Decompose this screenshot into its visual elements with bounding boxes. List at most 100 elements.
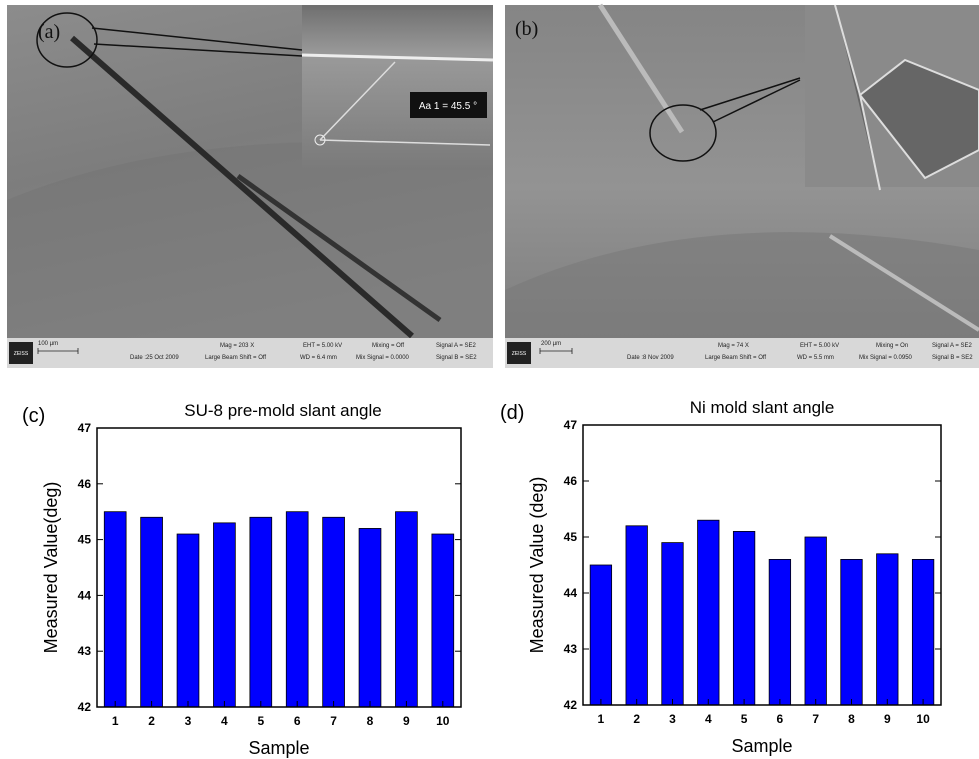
bar bbox=[876, 553, 899, 706]
info-text: EHT = 5.00 kV bbox=[800, 343, 839, 349]
x-tick-label: 6 bbox=[294, 714, 301, 728]
inset bbox=[302, 5, 493, 170]
callout-line bbox=[712, 79, 801, 123]
bar bbox=[249, 516, 273, 708]
bar bbox=[804, 536, 827, 706]
measurement: Aa 1 = 45.5 ° bbox=[419, 101, 477, 112]
info-text: Large Beam Shift = Off bbox=[705, 355, 766, 361]
bar bbox=[661, 542, 684, 706]
bar bbox=[176, 533, 200, 708]
fiber bbox=[597, 3, 685, 134]
y-tick-label: 46 bbox=[564, 474, 578, 488]
info-text: Date :8 Nov 2009 bbox=[627, 355, 674, 361]
info-text: Large Beam Shift = Off bbox=[205, 355, 266, 361]
y-tick-label: 42 bbox=[78, 700, 92, 714]
panel-label: (c) bbox=[22, 405, 45, 427]
y-tick-label: 43 bbox=[78, 644, 92, 658]
x-tick-label: 5 bbox=[741, 712, 748, 726]
chart-title: Ni mold slant angle bbox=[690, 398, 835, 417]
x-tick-label: 1 bbox=[598, 712, 605, 726]
panel-label: (d) bbox=[500, 402, 524, 424]
info-text: Mixing = On bbox=[876, 343, 908, 349]
info-text: Signal B = SE2 bbox=[436, 355, 477, 361]
chart-title: SU-8 pre-mold slant angle bbox=[184, 401, 381, 420]
x-tick-label: 4 bbox=[221, 714, 228, 728]
sem-image-b: (b) ZEISS 200 µm Date :8 Nov 2009 Mag = … bbox=[505, 3, 979, 368]
info-text: WD = 5.5 mm bbox=[797, 355, 834, 361]
x-tick-label: 3 bbox=[669, 712, 676, 726]
y-tick-label: 47 bbox=[78, 421, 92, 435]
sem-shading bbox=[7, 141, 493, 338]
scale-bar bbox=[539, 348, 573, 354]
bar bbox=[395, 511, 418, 708]
bar bbox=[431, 533, 455, 708]
info-bar bbox=[505, 338, 979, 368]
fiber bbox=[236, 173, 442, 323]
angle-vertex bbox=[314, 134, 326, 146]
x-tick-label: 8 bbox=[367, 714, 374, 728]
y-tick-label: 43 bbox=[564, 642, 578, 656]
callout-line bbox=[93, 43, 303, 57]
sem-image-a: Aa 1 = 45.5 ° (a) ZEISS 100 µm Date :25 … bbox=[7, 5, 494, 368]
inset-edge bbox=[301, 53, 494, 62]
x-tick-label: 10 bbox=[436, 714, 450, 728]
brand: ZEISS bbox=[512, 351, 527, 357]
measurement-box bbox=[410, 92, 487, 118]
info-text: Mixing = Off bbox=[372, 343, 404, 349]
y-tick-label: 45 bbox=[564, 530, 578, 544]
panel-label: (a) bbox=[38, 21, 60, 43]
callout-line bbox=[699, 77, 801, 111]
y-axis-label: Measured Value(deg) bbox=[41, 482, 61, 654]
bar bbox=[625, 525, 648, 706]
info-text: Signal B = SE2 bbox=[932, 355, 973, 361]
info-text: Mag = 74 X bbox=[718, 343, 749, 349]
x-tick-label: 10 bbox=[916, 712, 930, 726]
x-tick-label: 1 bbox=[112, 714, 119, 728]
angle-lines bbox=[319, 61, 491, 146]
callout-circle bbox=[36, 12, 98, 68]
plot-frame bbox=[582, 424, 942, 706]
charts: (c) SU-8 pre-mold slant angle Sample Measur… bbox=[22, 398, 942, 758]
x-tick-label: 3 bbox=[185, 714, 192, 728]
scale-bar bbox=[37, 348, 79, 354]
y-tick-label: 47 bbox=[564, 418, 578, 432]
logo bbox=[507, 342, 531, 364]
scale-bar-label: 200 µm bbox=[541, 341, 561, 347]
bar bbox=[322, 516, 345, 708]
bar bbox=[768, 559, 792, 706]
callout-line bbox=[91, 27, 303, 51]
info-text: Mix Signal = 0.0000 bbox=[356, 355, 410, 361]
x-tick-label: 7 bbox=[330, 714, 337, 728]
fiber bbox=[828, 234, 979, 332]
bar bbox=[213, 522, 236, 708]
scale-bar-label: 100 µm bbox=[38, 341, 58, 347]
bar bbox=[285, 511, 309, 708]
y-tick-label: 42 bbox=[564, 698, 578, 712]
bar bbox=[589, 564, 613, 706]
bar bbox=[358, 528, 382, 708]
info-text: Signal A = SE2 bbox=[436, 343, 477, 349]
inset-structure bbox=[834, 4, 979, 191]
bar bbox=[840, 559, 863, 706]
x-tick-label: 5 bbox=[257, 714, 264, 728]
bar bbox=[911, 559, 935, 706]
x-tick-label: 8 bbox=[848, 712, 855, 726]
y-tick-label: 44 bbox=[564, 586, 578, 600]
y-axis-label: Measured Value (deg) bbox=[527, 477, 547, 654]
x-tick-label: 9 bbox=[403, 714, 410, 728]
panel-label: (b) bbox=[515, 18, 538, 40]
x-tick-label: 2 bbox=[148, 714, 155, 728]
y-tick-label: 44 bbox=[78, 588, 92, 602]
x-axis-label: Sample bbox=[731, 736, 792, 756]
brand: ZEISS bbox=[14, 351, 29, 357]
logo bbox=[9, 342, 33, 364]
info-text: Mix Signal = 0.0950 bbox=[859, 355, 913, 361]
info-text: Date :25 Oct 2009 bbox=[130, 355, 179, 361]
info-text: Mag = 203 X bbox=[220, 343, 254, 349]
bar bbox=[140, 516, 163, 708]
x-tick-label: 6 bbox=[777, 712, 784, 726]
x-axis-label: Sample bbox=[248, 738, 309, 758]
info-bar bbox=[7, 338, 493, 368]
y-tick-label: 45 bbox=[78, 533, 92, 547]
